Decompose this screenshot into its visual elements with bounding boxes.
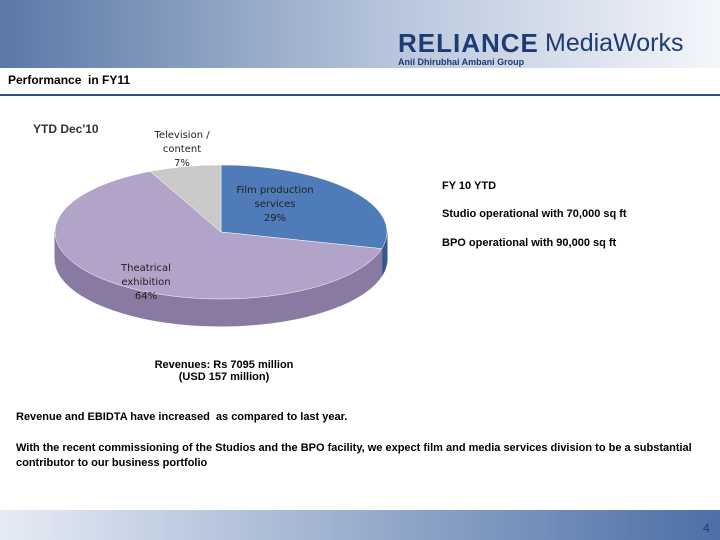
chart-title: YTD Dec'10 xyxy=(33,122,99,136)
note: FY 10 YTD xyxy=(442,180,497,192)
header-band xyxy=(0,0,720,68)
page-number: 4 xyxy=(703,521,710,535)
slice-label: Television / content 7% xyxy=(148,129,216,171)
caption-line: Revenues: Rs 7095 million xyxy=(154,359,294,371)
slide-title: Performance in FY11 xyxy=(8,73,131,87)
logo-product: MediaWorks xyxy=(545,29,684,57)
slice-label: Theatrical exhibition 64% xyxy=(110,262,182,304)
body-text: Revenue and EBIDTA have increased as com… xyxy=(16,411,348,423)
footer-band xyxy=(0,510,720,540)
body-text: With the recent commissioning of the Stu… xyxy=(16,442,692,469)
value-label: 29% xyxy=(263,213,287,224)
category-label: Theatrical exhibition xyxy=(121,263,171,288)
note: Studio operational with 70,000 sq ft xyxy=(442,208,627,220)
logo-group: Anil Dhirubhai Ambani Group xyxy=(398,57,525,67)
pie xyxy=(54,164,388,327)
pie-slice xyxy=(149,164,222,233)
value-label: 64% xyxy=(134,291,158,302)
caption: Revenues: Rs 7095 million (USD 157 millio… xyxy=(148,359,300,383)
category-label: Television / content xyxy=(154,130,210,155)
pie-slice xyxy=(220,164,388,249)
value-label: 7% xyxy=(174,158,190,169)
caption-line: (USD 157 million) xyxy=(178,371,270,383)
title-bar xyxy=(0,68,720,94)
pie-slice xyxy=(54,171,383,300)
slice-label: Film production services 29% xyxy=(232,184,318,226)
note: BPO operational with 90,000 sq ft xyxy=(442,237,617,249)
category-label: Film production services xyxy=(236,185,314,210)
logo-brand: RELIANCE xyxy=(398,28,539,58)
